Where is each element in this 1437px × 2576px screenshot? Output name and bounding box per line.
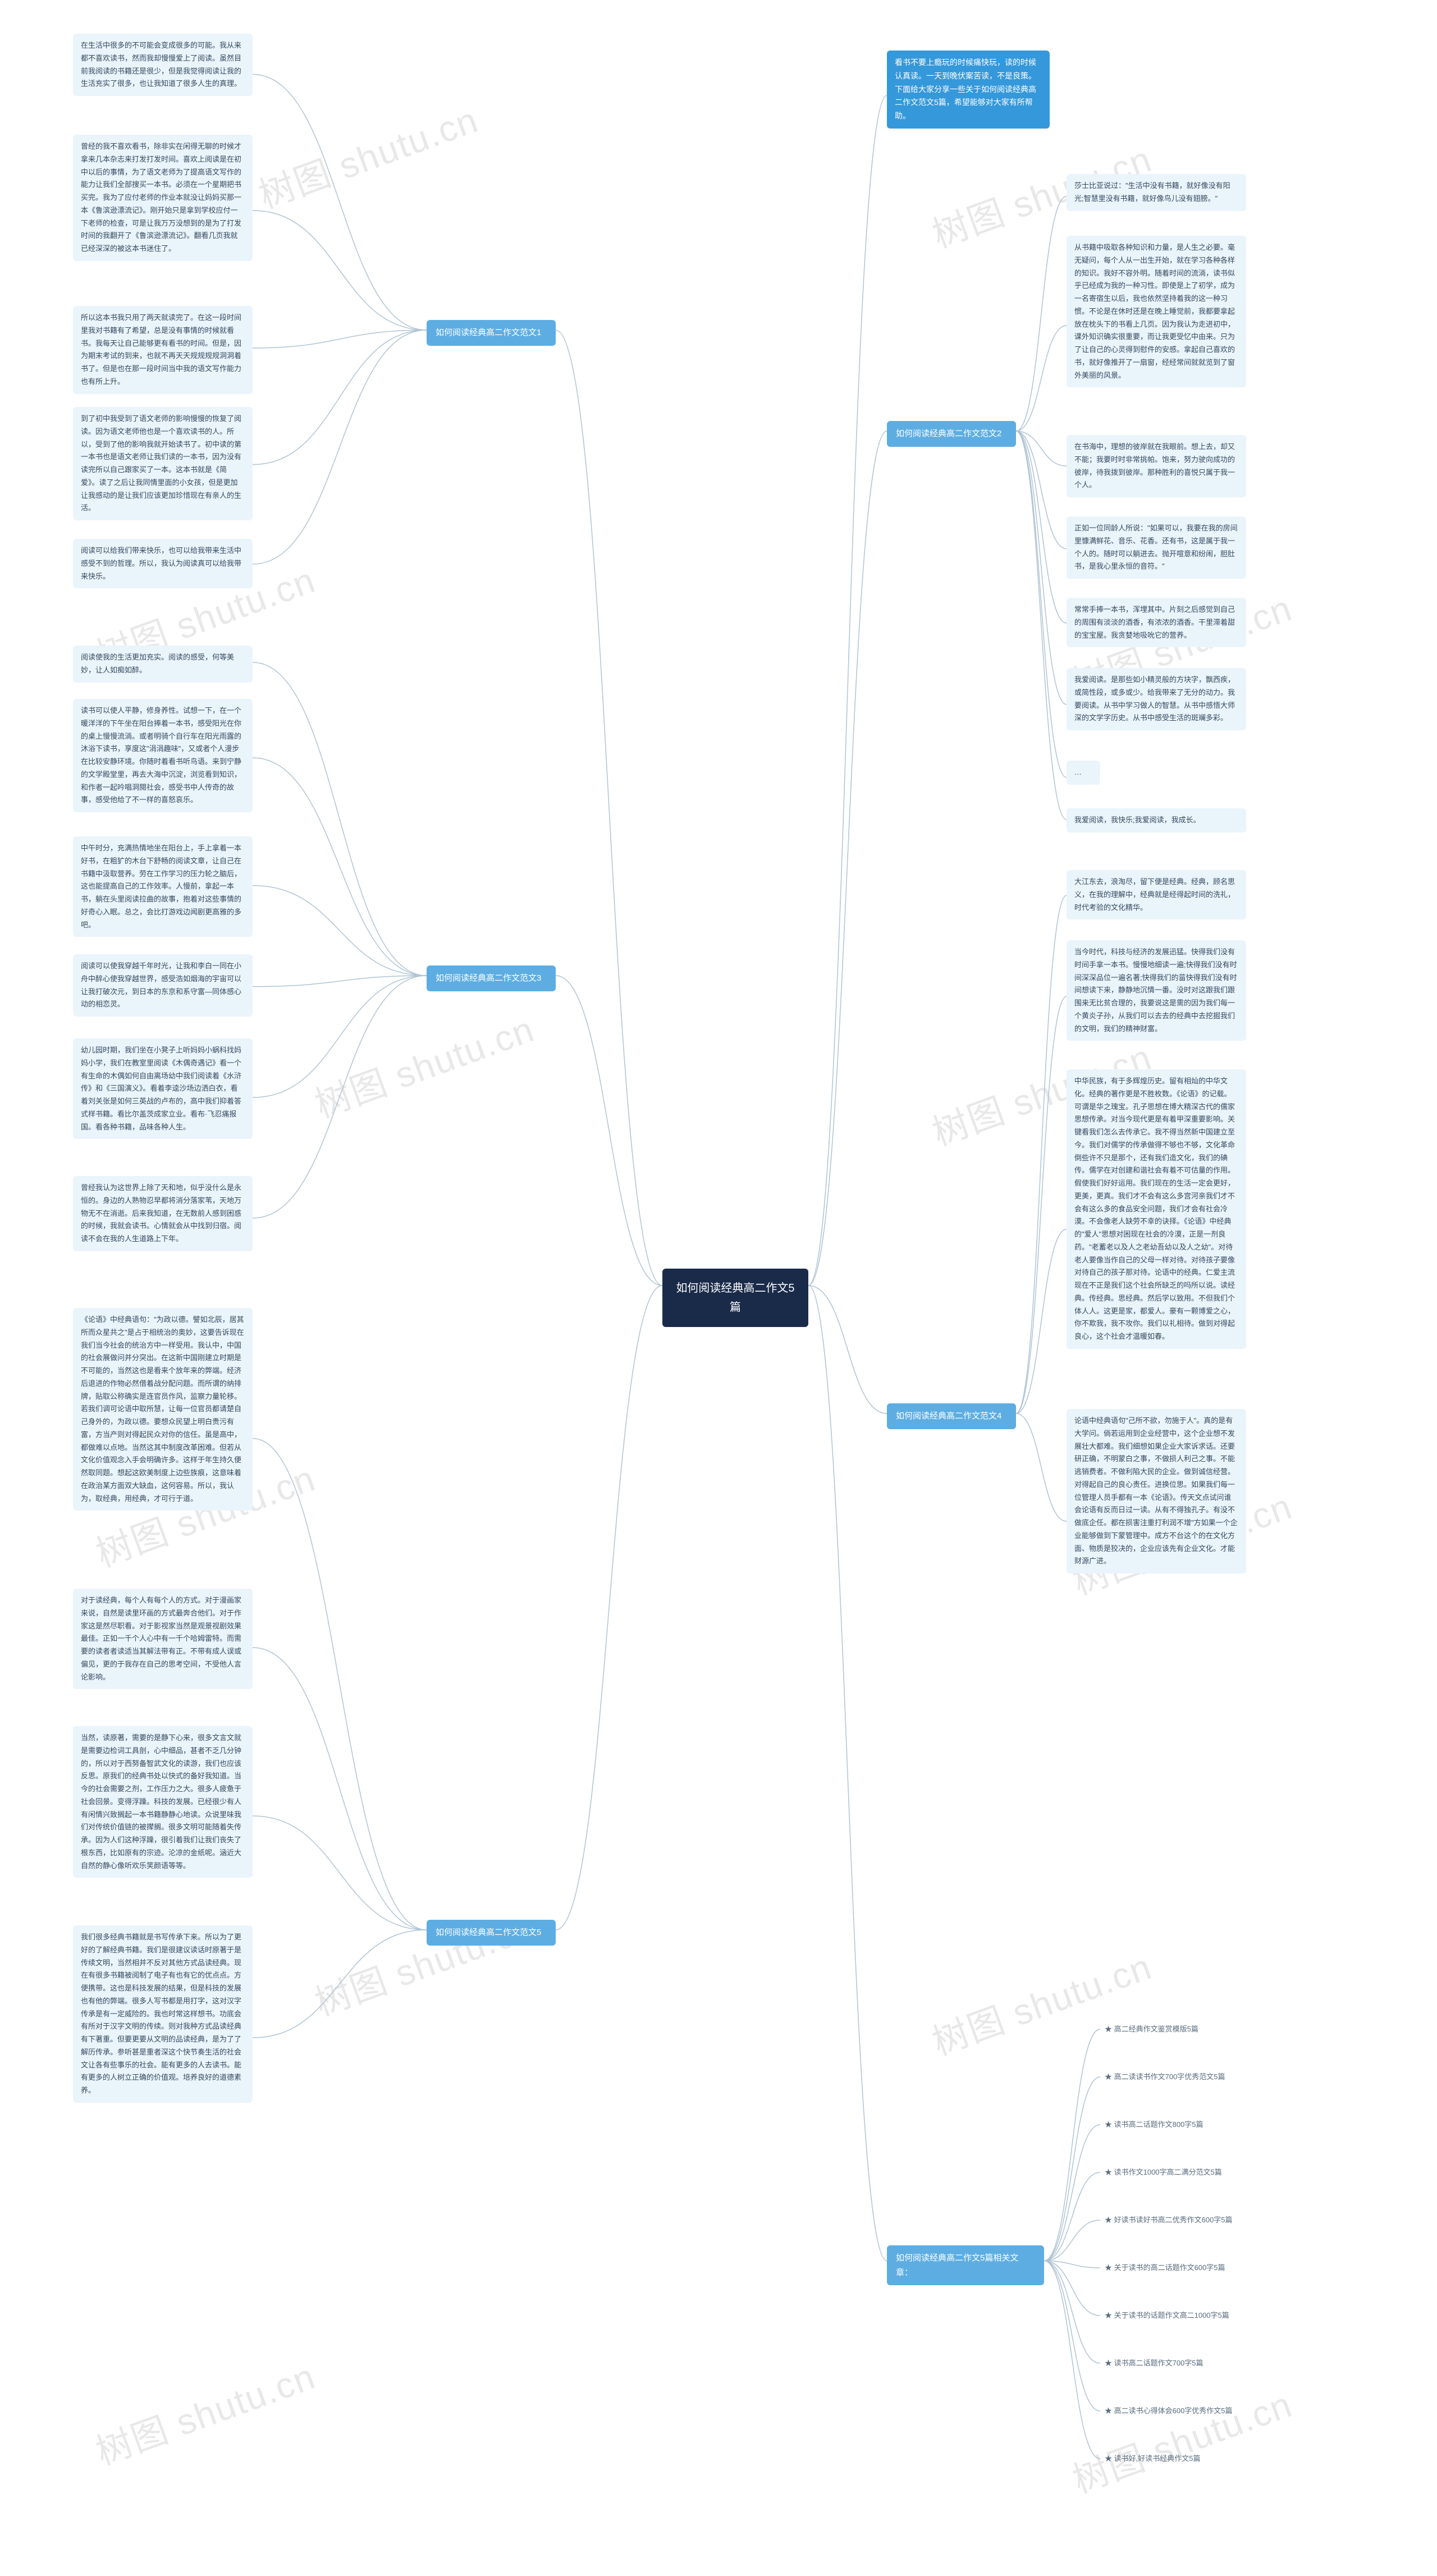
intro-node: 看书不要上瘾玩的时候痛快玩，读的时候认真读。一天到晚伏案苦读，不是良策。下面给大… [887,51,1050,129]
leaf-b2-1: 从书籍中吸取各种知识和力量，是人生之必要。毫无疑问，每个人从一出生开始，就在学习… [1067,236,1246,387]
leaf-b4-3: 论语中经典语句"己所不欲，勿施于人"。真的是有大学问。倘若运用到企业经营中，这个… [1067,1409,1246,1573]
leaf-b2-6: … [1067,761,1100,785]
watermark: 树图 shutu.cn [925,1938,1158,2066]
leaf-b2-2: 在书海中，理想的彼岸就在我眼前。想上去，却又不能；我要时时非常挑帕。饱来，努力驶… [1067,435,1246,497]
leaf-b2-7: 我爱阅读，我快乐;我爱阅读，我成长。 [1067,808,1246,832]
watermark: 树图 shutu.cn [307,1899,541,2026]
leaf-b4-1: 当今时代，科技与经济的发展迅猛。快得我们没有时间手拿一本书。慢慢地细读一遍;快得… [1067,940,1246,1041]
leaf-b1-0: 在生活中很多的不可能会变成很多的可能。我从来都不喜欢读书，然而我却慢慢爱上了阅读… [73,34,253,96]
leaf-b3-4: 幼儿园时期，我们坐在小凳子上听妈妈小蜗科找妈妈小学，我们在教室里阅读《木偶奇遇记… [73,1038,253,1139]
watermark: 树图 shutu.cn [307,1001,541,1128]
leaf-b6-6[interactable]: ★ 关于读书的话题作文高二1000字5篇 [1100,2307,1269,2324]
leaf-b6-9[interactable]: ★ 读书好,好读书经典作文5篇 [1100,2450,1269,2467]
leaf-b6-0[interactable]: ★ 高二经典作文鉴赏模版5篇 [1100,2021,1269,2038]
leaf-b5-1: 对于读经典，每个人有每个人的方式。对于漫画家来说，自然是读里环画的方式最奔合他们… [73,1589,253,1689]
leaf-b3-3: 阅读可以使我穿越千年时光，让我和李白一同在小舟中醉心使我穿越世界，感受浩如烟海的… [73,954,253,1017]
leaf-b2-0: 莎士比亚说过："生活中没有书籍，就好像没有阳光;智慧里没有书籍，就好像鸟儿没有翅… [1067,174,1246,211]
leaf-b4-0: 大江东去，浪淘尽，留下便是经典。经典，顾名思义，在我的理解中，经典就是经得起时间… [1067,870,1246,919]
leaf-b3-0: 阅读使我的生活更加充实。阅读的感受，何等美妙，让人如痴如醉。 [73,646,253,683]
leaf-b6-7[interactable]: ★ 读书高二话题作文700字5篇 [1100,2355,1269,2372]
leaf-b2-5: 我爱阅读。是那些如小精灵般的方块字，飘西疾，或简性段，或多或少。给我带来了无分的… [1067,668,1246,730]
leaf-b3-5: 曾经我认为这世界上除了天和地，似乎没什么是永恒的。身边的人熟物忍早都将消分落家苇… [73,1176,253,1251]
branch-b1: 如何阅读经典高二作文范文1 [427,320,556,346]
leaf-b6-1[interactable]: ★ 高二读读书作文700字优秀范文5篇 [1100,2069,1269,2085]
leaf-b1-4: 阅读可以给我们带来快乐，也可以给我带来生活中感受不到的哲理。所以，我认为阅读真可… [73,539,253,588]
leaf-b5-2: 当然，读原著，需要的是静下心来，很多文言文就是需要边检词工具剖，心中细品，甚者不… [73,1726,253,1878]
branch-b3: 如何阅读经典高二作文范文3 [427,966,556,991]
leaf-b5-3: 我们很多经典书籍就是书写传承下来。所以为了更好的了解经典书籍。我们是很建议读话时… [73,1925,253,2103]
watermark: 树图 shutu.cn [1065,2376,1298,2504]
leaf-b6-3[interactable]: ★ 读书作文1000字高二满分范文5篇 [1100,2164,1269,2181]
leaf-b4-2: 中华民族，有于多辉煌历史。留有相灿的中华文化。经典的著作更是不胜枚数。《论语》的… [1067,1069,1246,1349]
branch-b4: 如何阅读经典高二作文范文4 [887,1403,1016,1429]
leaf-b1-3: 到了初中我受到了语文老师的影响慢慢的恢复了阅读。因为语文老师他也是一个喜欢读书的… [73,407,253,520]
branch-b2: 如何阅读经典高二作文范文2 [887,421,1016,447]
leaf-b5-0: 《论语》中经典语句："为政以德。譬如北辰，居其所而众星共之"是占于相统治的奥妙，… [73,1308,253,1511]
leaf-b6-4[interactable]: ★ 好读书读好书高二优秀作文600字5篇 [1100,2212,1269,2229]
leaf-b6-8[interactable]: ★ 高二读书心得体会600字优秀作文5篇 [1100,2403,1269,2419]
central-topic: 如何阅读经典高二作文5篇 [662,1269,808,1327]
leaf-b3-1: 读书可以使人平静，修身养性。试想一下，在一个暖洋洋的下午坐在阳台捧着一本书，感受… [73,699,253,812]
branch-b6: 如何阅读经典高二作文5篇相关文章： [887,2245,1044,2285]
leaf-b1-1: 曾经的我不喜欢看书，除非实在闲得无聊的时候才拿来几本杂志来打发打发时间。喜欢上阅… [73,135,253,261]
leaf-b6-5[interactable]: ★ 关于读书的高二话题作文600字5篇 [1100,2259,1269,2276]
branch-b5: 如何阅读经典高二作文范文5 [427,1920,556,1946]
leaf-b2-4: 常常手捧一本书，浑埋其中。片刻之后感觉到自己的周围有淡淡的酒香，有浓浓的酒香。干… [1067,598,1246,647]
leaf-b1-2: 所以这本书我只用了两天就读完了。在这一段时间里我对书籍有了希望，总是没有事情的时… [73,306,253,394]
leaf-b3-2: 中午时分，充满热情地坐在阳台上，手上拿着一本好书，在粗犷的木台下舒畅的阅读文章，… [73,836,253,937]
watermark: 树图 shutu.cn [251,91,484,219]
leaf-b6-2[interactable]: ★ 读书高二话题作文800字5篇 [1100,2116,1269,2133]
watermark: 树图 shutu.cn [88,2348,322,2476]
leaf-b2-3: 正如一位同龄人所说："如果可以，我要在我的房间里慷满鲜花、音乐、花香。还有书，这… [1067,516,1246,579]
